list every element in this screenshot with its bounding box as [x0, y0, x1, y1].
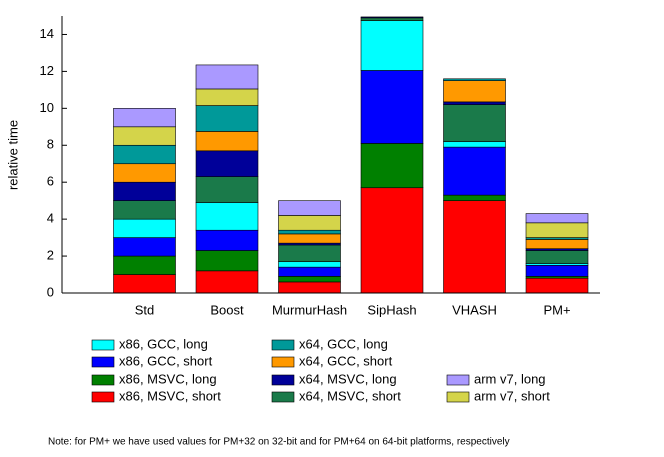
- legend-label: x86, MSVC, long: [119, 371, 217, 386]
- bar-segment: [113, 163, 176, 183]
- bar-segment: [195, 131, 259, 152]
- y-tick-label: 12: [40, 63, 54, 78]
- bar-segment: [113, 200, 176, 220]
- legend-swatch: [91, 339, 115, 351]
- legend-label: arm v7, short: [474, 388, 550, 403]
- bar-segment: [195, 105, 259, 132]
- bar-segment: [195, 250, 259, 272]
- bar-segment: [360, 17, 424, 21]
- bar-segment: [195, 202, 259, 231]
- bar-segment: [113, 181, 176, 201]
- bar-segment: [525, 277, 589, 294]
- y-tick-label: 14: [40, 26, 54, 41]
- bar-segment: [525, 264, 589, 277]
- bar-segment: [525, 213, 589, 224]
- y-axis-label: relative time: [5, 120, 20, 190]
- bar-segment: [113, 255, 176, 275]
- bar-segment: [360, 187, 424, 294]
- bar-segment: [113, 274, 176, 294]
- legend-swatch: [271, 339, 295, 351]
- bar-segment: [278, 233, 341, 244]
- bar-segment: [195, 176, 259, 203]
- legend-label: x86, GCC, long: [119, 336, 208, 351]
- x-tick-label: Std: [135, 302, 155, 317]
- bar-segment: [278, 261, 341, 268]
- bar-segment: [443, 104, 506, 142]
- legend-label: x64, GCC, long: [299, 336, 388, 351]
- bar-segment: [278, 244, 341, 262]
- legend-label: x64, MSVC, short: [299, 388, 401, 403]
- legend-label: x64, GCC, short: [299, 353, 393, 368]
- bar-segment: [525, 250, 589, 264]
- legend-label: x86, MSVC, short: [119, 388, 221, 403]
- legend-swatch: [446, 391, 470, 403]
- y-tick-label: 8: [47, 137, 54, 152]
- y-tick-label: 4: [47, 211, 54, 226]
- x-tick-label: VHASH: [452, 302, 497, 317]
- legend-swatch: [271, 356, 295, 368]
- bar-segment: [113, 218, 176, 238]
- legend-swatch: [91, 391, 115, 403]
- y-tick-label: 0: [47, 284, 54, 299]
- x-tick-label: MurmurHash: [272, 302, 347, 317]
- bar-segment: [443, 200, 506, 294]
- bar-segment: [195, 64, 259, 90]
- bar-segment: [278, 200, 341, 216]
- bar-segment: [195, 150, 259, 177]
- bar-segment: [443, 146, 506, 196]
- bar-segment: [278, 266, 341, 277]
- legend-swatch: [91, 374, 115, 386]
- bar-segment: [113, 237, 176, 257]
- y-tick-label: 2: [47, 248, 54, 263]
- bar-segment: [113, 108, 176, 128]
- legend-label: arm v7, long: [474, 371, 546, 386]
- bar-segment: [443, 101, 506, 105]
- bar-segment: [360, 16, 424, 19]
- bar-segment: [360, 70, 424, 144]
- x-tick-label: Boost: [210, 302, 244, 317]
- legend-label: x86, GCC, short: [119, 353, 213, 368]
- x-tick-label: SipHash: [367, 302, 416, 317]
- bar-segment: [278, 281, 341, 294]
- bar-segment: [278, 276, 341, 283]
- bar-segment: [525, 239, 589, 249]
- bar-segment: [113, 126, 176, 146]
- legend-swatch: [91, 356, 115, 368]
- bar-segment: [195, 270, 259, 294]
- bar-segment: [443, 80, 506, 103]
- legend-swatch: [271, 391, 295, 403]
- bar-segment: [278, 215, 341, 231]
- note: Note: for PM+ we have used values for PM…: [48, 437, 510, 448]
- legend-swatch: [271, 374, 295, 386]
- bar-segment: [360, 143, 424, 189]
- bar-segment: [443, 141, 506, 148]
- bar-segment: [113, 144, 176, 165]
- bar-segment: [443, 78, 506, 81]
- y-tick-label: 6: [47, 174, 54, 189]
- y-tick-label: 10: [40, 100, 54, 115]
- bar-segment: [360, 20, 424, 71]
- bar-segment: [525, 222, 589, 238]
- legend-label: x64, MSVC, long: [299, 371, 397, 386]
- bar-segment: [278, 229, 341, 235]
- bar-segment: [195, 88, 259, 106]
- bar-segment: [195, 229, 259, 251]
- bar-segment: [443, 194, 506, 201]
- legend-swatch: [446, 374, 470, 386]
- x-tick-label: PM+: [543, 302, 570, 317]
